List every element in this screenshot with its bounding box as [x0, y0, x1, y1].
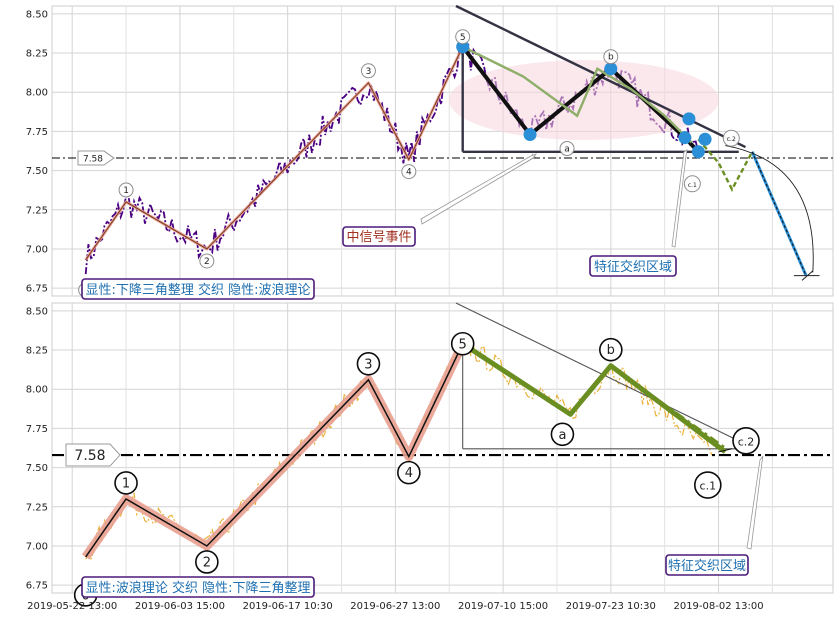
wave-label-circle [603, 49, 619, 65]
wave-label-c1: c.1 [688, 182, 697, 189]
impulse-wave-line [85, 46, 464, 261]
correction-wave-line [461, 341, 727, 454]
wave-point-marker [691, 145, 705, 159]
annotation-right: 特征交织区域 [594, 259, 672, 275]
x-tick-label: 2019-07-23 10:30 [566, 601, 656, 612]
x-tick-label: 2019-06-17 10:30 [243, 601, 333, 612]
wave-label-circle [199, 253, 215, 269]
wave-point-marker [698, 132, 712, 146]
y-tick-label: 7.00 [26, 541, 48, 552]
annotation-box-right [589, 255, 677, 277]
wave-label-circle [732, 426, 760, 455]
wave-label-circle [599, 337, 623, 362]
y-tick-label: 6.75 [26, 284, 48, 295]
triangle-top-edge [455, 302, 746, 445]
y-tick-label: 8.00 [26, 385, 48, 396]
annotation-box-middle [342, 226, 416, 247]
x-tick-label: 2019-08-02 13:00 [673, 601, 763, 612]
y-tick-label: 7.50 [26, 166, 48, 177]
wave-label-circle [559, 141, 575, 157]
level-label-box [77, 150, 115, 166]
wave-label-circle [118, 182, 134, 198]
annotation-middle: 中信号事件 [346, 230, 411, 245]
wave-label-1: 1 [122, 476, 130, 491]
wave-label-3: 3 [364, 357, 372, 372]
y-tick-label: 6.75 [26, 581, 48, 592]
pattern-label-box [81, 278, 315, 300]
wave-label-circle [722, 129, 740, 147]
wave-label-circle [360, 63, 376, 79]
wave-label-1: 1 [123, 186, 129, 196]
wave-point-marker [678, 131, 692, 145]
x-tick-label: 2019-07-10 15:00 [458, 601, 548, 612]
wave-label-circle [694, 471, 722, 499]
wave-point-marker [523, 128, 537, 142]
pattern-label-box [81, 576, 315, 598]
y-tick-label: 7.25 [26, 205, 48, 216]
y-tick-label: 7.00 [26, 244, 48, 255]
y-tick-label: 8.25 [26, 346, 48, 357]
wave-label-circle [455, 29, 471, 45]
wave-label-c2: c.2 [738, 435, 755, 448]
y-tick-label: 8.50 [26, 306, 48, 317]
x-tick-label: 2019-05-22 13:00 [27, 601, 117, 612]
level-label-box [65, 443, 121, 467]
wave-label-a: a [558, 428, 566, 443]
secondary-wave-line [462, 45, 693, 144]
correction-end-line [718, 448, 733, 453]
wave-label-5: 5 [460, 33, 466, 43]
wave-label-circle [195, 550, 219, 574]
annotation-arrow-middle-body [420, 153, 538, 225]
level-label: 7.58 [83, 155, 103, 165]
y-tick-label: 7.75 [26, 127, 48, 138]
x-tick-label: 2019-06-03 15:00 [135, 601, 225, 612]
y-tick-label: 7.75 [26, 424, 48, 435]
projection-arc [725, 145, 814, 273]
level-label: 7.58 [74, 448, 105, 464]
projection-target-mark [793, 270, 820, 281]
wave-label-a: a [564, 145, 570, 155]
wave-label-4: 4 [405, 466, 413, 481]
wave-label-circle [401, 164, 417, 180]
wave-label-b: b [608, 53, 614, 63]
annotation-arrow-right-body [671, 149, 688, 248]
wave-label-2: 2 [204, 257, 210, 267]
plot-area [51, 302, 834, 594]
wave-label-2: 2 [203, 555, 211, 570]
y-tick-label: 8.50 [26, 9, 48, 20]
impulse-wave-line [85, 343, 464, 558]
wave-label-circle [450, 331, 475, 356]
wave-label-circle [683, 175, 701, 193]
y-tick-label: 8.00 [26, 88, 48, 99]
pattern-label: 显性:波浪理论 交织 隐性:下降三角整理 [85, 580, 310, 596]
pattern-label: 显性:下降三角整理 交织 隐性:波浪理论 [85, 282, 310, 298]
y-tick-label: 7.25 [26, 502, 48, 513]
wave-label-b: b [607, 343, 615, 358]
wave-label-circle [550, 422, 575, 447]
annotation-right: 特征交织区域 [668, 558, 746, 574]
wave-label-5: 5 [459, 337, 467, 352]
annotation-arrow-right-body [746, 455, 764, 550]
y-tick-label: 8.25 [26, 49, 48, 60]
wave-label-3: 3 [366, 67, 372, 77]
wave-label-c1: c.1 [700, 480, 717, 493]
panel-2: 6.757.007.257.507.758.008.258.507.580123… [26, 302, 834, 607]
wave-label-c2: c.2 [727, 136, 736, 143]
x-tick-label: 2019-06-27 13:00 [350, 601, 440, 612]
wave-point-marker [682, 112, 696, 126]
panel-1: 6.757.007.257.507.758.008.258.507.580123… [26, 4, 834, 300]
projection-blue-dash [751, 151, 807, 276]
wave-label-circle [114, 471, 138, 495]
wave-label-circle [356, 352, 381, 376]
annotation-box-right [665, 554, 749, 576]
price-series-line [84, 40, 700, 275]
wave-point-marker [604, 62, 618, 76]
wave-label-4: 4 [406, 168, 412, 178]
projection-wave-line [697, 138, 754, 193]
wave-label-circle [397, 460, 421, 485]
y-tick-label: 7.50 [26, 463, 48, 474]
